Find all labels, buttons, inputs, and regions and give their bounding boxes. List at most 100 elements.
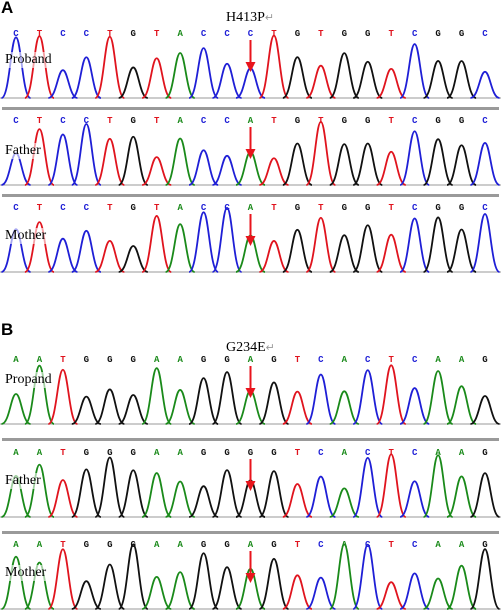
base-call-letter: A (177, 29, 183, 39)
trace-peak (71, 229, 102, 273)
trace-peak (188, 377, 219, 425)
chromatogram-track: C T C C T G T A C C A T G T G G T C G G C Father (0, 113, 501, 191)
base-call-letter: A (37, 448, 43, 458)
trace-peak (47, 548, 79, 610)
trace-peak (24, 561, 55, 610)
trace-peak (329, 390, 360, 425)
mutation-arrow (245, 40, 256, 72)
base-call-letter: T (60, 540, 66, 550)
trace-peak (212, 154, 242, 186)
base-call-letter: G (131, 203, 136, 213)
base-call-letter: A (248, 540, 254, 550)
base-call-letter: G (365, 116, 370, 126)
base-call-letter: A (342, 448, 348, 458)
base-call-letter: G (201, 448, 206, 458)
trace-peak (376, 67, 407, 99)
trace-peak (282, 228, 313, 273)
base-call-letter: A (177, 116, 183, 126)
base-call-letter: G (224, 448, 229, 458)
base-call-letter: A (459, 540, 465, 550)
trace-peak (24, 128, 55, 186)
trace-peak (399, 387, 430, 425)
base-call-letter: T (271, 116, 277, 126)
trace-peak (188, 485, 219, 518)
trace-peak (47, 133, 79, 186)
base-call-letter: A (13, 448, 19, 458)
base-call-letter: T (37, 203, 43, 213)
base-call-letter: C (84, 29, 90, 39)
trace-peak (352, 142, 383, 186)
chromatogram-track: C T C C T G T A C C C T G T G G T C G G C Proband (0, 26, 501, 104)
trace-peak (141, 156, 172, 186)
base-call-letter: T (154, 116, 160, 126)
trace-peak (282, 574, 313, 610)
trace-peak (469, 472, 501, 518)
base-call-letter: G (248, 448, 253, 458)
base-call-letter: T (388, 540, 394, 550)
base-call-letter: G (84, 355, 89, 365)
trace-peak (141, 367, 173, 425)
base-call-letter: C (412, 29, 418, 39)
trace-peak (235, 67, 266, 99)
trace-peak (446, 385, 477, 425)
base-call-letter: G (435, 116, 440, 126)
trace-peak (188, 552, 220, 610)
trace-peak (329, 143, 360, 186)
base-call-letter: C (248, 29, 254, 39)
base-call-letter: A (248, 355, 254, 365)
base-call-letter: G (482, 540, 487, 550)
trace-peak (376, 581, 407, 610)
base-call-letter: C (84, 116, 90, 126)
trace-peak (141, 576, 172, 610)
trace-peak (47, 368, 79, 425)
trace-peak (211, 469, 243, 518)
base-call-letter: A (248, 116, 254, 126)
trace-peak (94, 456, 126, 518)
base-call-letter: A (459, 448, 465, 458)
base-call-letter: G (84, 448, 89, 458)
mutation-arrow (245, 459, 256, 491)
base-call-letter: C (60, 203, 66, 213)
base-call-letter: A (435, 448, 441, 458)
trace-peak (423, 370, 454, 425)
base-call-letter: G (84, 540, 89, 550)
base-call-letter: G (224, 540, 229, 550)
trace-peak (375, 364, 407, 425)
trace-peak (188, 47, 220, 99)
base-call-letter: G (365, 29, 370, 39)
trace-peak (376, 150, 407, 186)
base-call-letter: G (131, 29, 136, 39)
mutation-name: G234E (226, 340, 266, 355)
trace-peak (258, 470, 289, 518)
trace-peak (24, 221, 55, 273)
trace-peak (305, 475, 336, 518)
base-call-letter: G (224, 355, 229, 365)
base-call-letter: G (459, 203, 464, 213)
trace-peak (117, 135, 149, 186)
base-call-letter: G (107, 448, 112, 458)
trace-peak (188, 149, 219, 186)
trace-peak (469, 548, 501, 610)
base-call-letter: T (271, 203, 277, 213)
trace-peak (258, 381, 289, 425)
trace-peak (423, 577, 454, 610)
trace-peak (375, 453, 407, 518)
base-call-letter: G (482, 448, 487, 458)
sample-label: Father (4, 473, 42, 489)
trace-peak (71, 56, 102, 99)
trace-peak (188, 211, 220, 273)
trace-peak (212, 62, 242, 99)
base-call-letter: A (342, 355, 348, 365)
trace-peak (259, 157, 289, 186)
base-call-letter: T (388, 355, 394, 365)
chromatogram-track: A A T G G G A A G G A G T C A C T C A A G Mother (0, 537, 501, 615)
trace-peak (24, 364, 55, 425)
base-call-letter: G (342, 29, 347, 39)
base-call-letter: A (177, 540, 183, 550)
base-call-letter: G (201, 355, 206, 365)
base-call-letter: C (482, 116, 488, 126)
base-call-letter: T (318, 29, 324, 39)
base-call-letter: G (201, 540, 206, 550)
trace-peak (211, 206, 243, 273)
